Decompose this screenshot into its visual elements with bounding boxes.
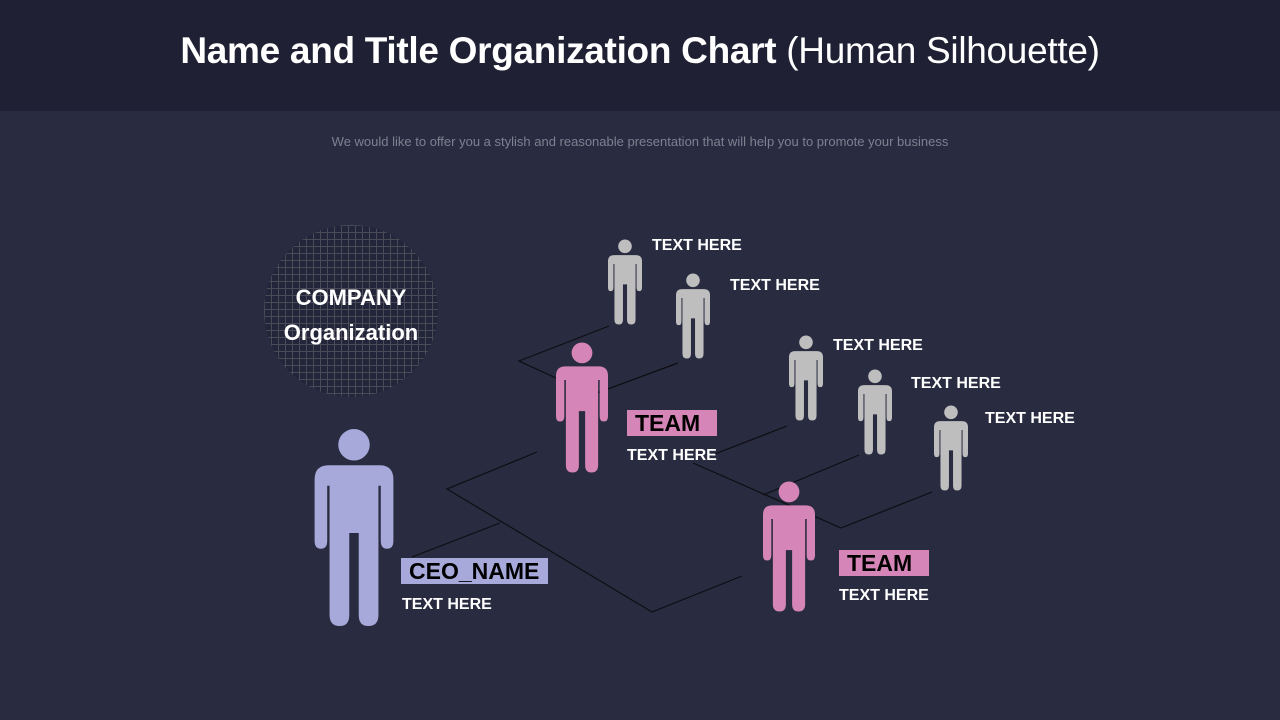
- team1-text: TEXT HERE: [627, 447, 717, 464]
- ceo-name-badge: CEO_NAME: [401, 558, 548, 584]
- company-line1: COMPANY: [295, 285, 407, 310]
- team1-member2-text: TEXT HERE: [730, 277, 820, 294]
- header-bar: [0, 0, 1280, 111]
- team2-member-connector-3: [762, 454, 860, 496]
- company-label: COMPANY Organization: [264, 280, 438, 350]
- team2-text: TEXT HERE: [839, 587, 929, 604]
- team2-person-icon: [763, 481, 815, 612]
- ceo-connector: [411, 522, 501, 558]
- member-person-icon: [934, 405, 968, 491]
- page-title: Name and Title Organization Chart (Human…: [0, 30, 1280, 72]
- ceo-team-connector: [445, 451, 743, 613]
- title-bold: Name and Title Organization Chart: [180, 30, 777, 71]
- team2-member-connector: [706, 425, 788, 458]
- member-person-icon: [789, 335, 823, 421]
- team1-badge: TEAM: [627, 410, 717, 436]
- member-person-icon: [608, 239, 642, 325]
- member-person-icon: [676, 273, 710, 359]
- team1-member-connector: [517, 325, 610, 379]
- team2-member2-text: TEXT HERE: [911, 375, 1001, 392]
- title-light: (Human Silhouette): [786, 30, 1100, 71]
- team2-member1-text: TEXT HERE: [833, 337, 923, 354]
- member-person-icon: [858, 369, 892, 455]
- team2-member-connector-2: [692, 462, 933, 529]
- ceo-text: TEXT HERE: [402, 596, 492, 613]
- company-line2: Organization: [283, 320, 419, 345]
- subtitle: We would like to offer you a stylish and…: [331, 134, 949, 149]
- ceo-person-icon: [314, 429, 394, 626]
- team2-badge: TEAM: [839, 550, 929, 576]
- team1-member-connector-2: [596, 362, 679, 394]
- team2-member3-text: TEXT HERE: [985, 410, 1075, 427]
- team1-member1-text: TEXT HERE: [652, 237, 742, 254]
- company-circle: [264, 225, 438, 397]
- team1-person-icon: [556, 342, 608, 473]
